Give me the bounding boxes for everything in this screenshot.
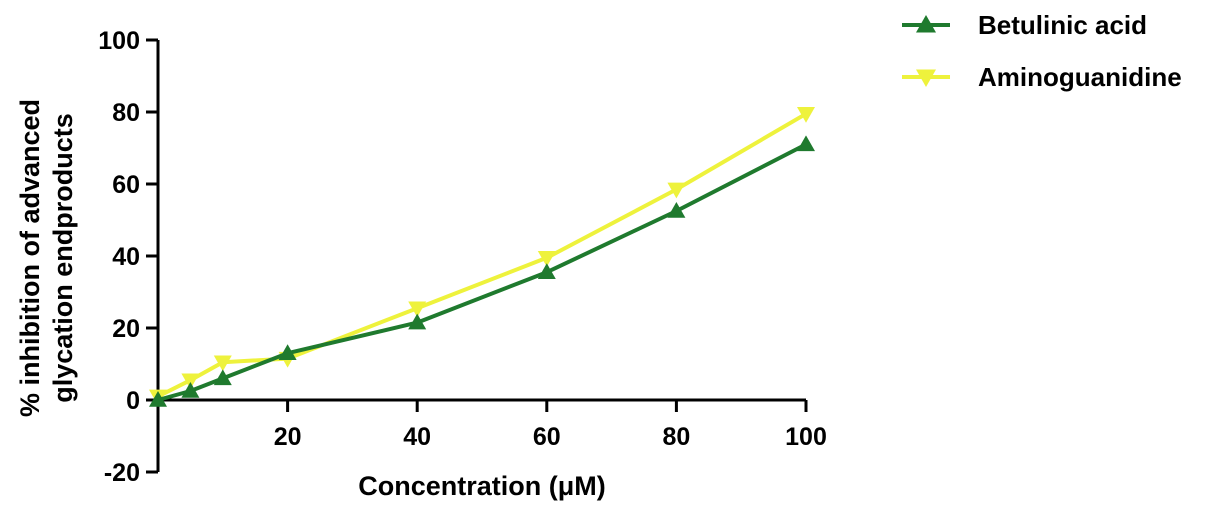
x-axis-title: Concentration (μM) bbox=[358, 471, 606, 501]
series-aminoguanidine bbox=[149, 107, 815, 406]
y-tick-label: -20 bbox=[104, 459, 140, 487]
y-tick-label: 40 bbox=[112, 243, 140, 271]
data-point bbox=[408, 313, 427, 330]
y-tick-label: 0 bbox=[126, 387, 140, 415]
series-line bbox=[157, 112, 808, 399]
data-point bbox=[667, 182, 686, 199]
data-point bbox=[278, 344, 297, 360]
data-point bbox=[149, 391, 167, 407]
data-point bbox=[537, 251, 556, 267]
data-point bbox=[181, 373, 200, 390]
y-tick-label: 100 bbox=[98, 27, 140, 55]
x-tick-label: 60 bbox=[533, 423, 561, 451]
data-point bbox=[408, 301, 427, 318]
data-point bbox=[797, 135, 815, 152]
data-point bbox=[667, 202, 686, 218]
series-layer bbox=[149, 107, 815, 407]
x-tick-label: 80 bbox=[662, 423, 690, 451]
y-tick-label: 60 bbox=[112, 171, 140, 199]
y-axis-title-line-1: % inhibition of advanced bbox=[15, 99, 45, 417]
x-ticks: 20 40 60 80 100 bbox=[274, 400, 827, 451]
legend-label: Aminoguanidine bbox=[978, 62, 1182, 92]
y-tick-label: 80 bbox=[112, 99, 140, 127]
data-point bbox=[181, 382, 200, 398]
data-point bbox=[797, 107, 815, 123]
data-point bbox=[537, 263, 556, 279]
legend-item: Aminoguanidine bbox=[902, 62, 1182, 92]
x-tick-label: 20 bbox=[274, 423, 302, 451]
axes bbox=[156, 40, 806, 472]
legend-marker bbox=[916, 69, 936, 87]
legend-item: Betulinic acid bbox=[902, 10, 1147, 40]
series-betulinic-acid bbox=[149, 135, 815, 407]
series-line bbox=[157, 142, 807, 402]
x-tick-label: 40 bbox=[403, 423, 431, 451]
data-point bbox=[213, 369, 232, 386]
y-ticks: -20 0 20 40 60 80 100 bbox=[98, 27, 158, 487]
legend: Betulinic acid Aminoguanidine bbox=[902, 10, 1182, 92]
legend-label: Betulinic acid bbox=[978, 10, 1147, 40]
y-axis-title-line-2: glycation endproducts bbox=[48, 113, 78, 403]
y-tick-label: 20 bbox=[112, 315, 140, 343]
data-point bbox=[213, 355, 232, 372]
legend-marker bbox=[916, 15, 936, 33]
x-tick-label: 100 bbox=[785, 423, 827, 451]
